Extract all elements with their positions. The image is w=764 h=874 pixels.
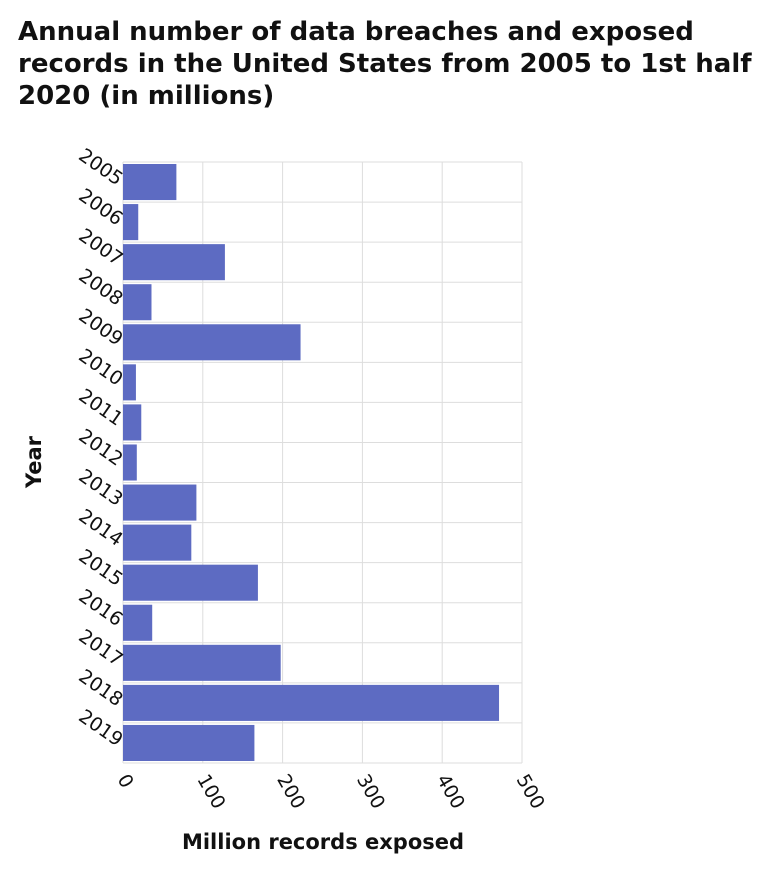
bar-2008: [123, 284, 152, 321]
x-tick-labels: 0 100 200 300 400 500: [113, 771, 549, 813]
bar-2017: [123, 644, 281, 681]
x-tick-label-100: 100: [192, 771, 229, 813]
y-axis-title: Year: [22, 435, 46, 489]
bar-2018: [123, 684, 500, 721]
bar-2012: [123, 444, 137, 481]
bar-2019: [123, 724, 255, 761]
chart-title: Annual number of data breaches and expos…: [18, 17, 752, 111]
bar-2009: [123, 324, 301, 361]
bar-2016: [123, 604, 153, 641]
y-tick-label-2018: 2018: [75, 665, 127, 711]
x-tick-label-400: 400: [432, 771, 469, 813]
y-tick-label-2010: 2010: [75, 345, 127, 391]
bar-2015: [123, 564, 258, 601]
y-tick-label-2011: 2011: [75, 385, 127, 431]
y-tick-label-2005: 2005: [75, 144, 127, 190]
y-tick-label-2012: 2012: [75, 425, 127, 471]
y-tick-label-2019: 2019: [75, 705, 127, 751]
y-tick-label-2015: 2015: [75, 545, 127, 591]
bar-2010: [123, 364, 136, 401]
y-tick-label-2014: 2014: [75, 505, 127, 551]
y-tick-label-2017: 2017: [75, 625, 127, 671]
y-tick-labels: 2005200620072008200920102011201220132014…: [75, 144, 127, 751]
y-tick-label-2013: 2013: [75, 465, 127, 511]
bar-2011: [123, 404, 142, 441]
y-tick-label-2007: 2007: [75, 225, 127, 271]
bar-2006: [123, 204, 139, 241]
x-tick-label-200: 200: [272, 771, 309, 813]
bar-2007: [123, 244, 225, 281]
bar-2013: [123, 484, 197, 521]
y-tick-label-2006: 2006: [75, 184, 127, 230]
bar-2005: [123, 164, 177, 201]
x-axis-title: Million records exposed: [182, 830, 464, 854]
x-tick-label-0: 0: [113, 771, 138, 792]
bars: [123, 164, 500, 761]
x-tick-label-300: 300: [352, 771, 389, 813]
y-tick-label-2009: 2009: [75, 305, 127, 351]
bar-2014: [123, 524, 192, 561]
y-tick-label-2016: 2016: [75, 585, 127, 631]
x-tick-label-500: 500: [512, 771, 549, 813]
y-tick-label-2008: 2008: [75, 265, 127, 311]
